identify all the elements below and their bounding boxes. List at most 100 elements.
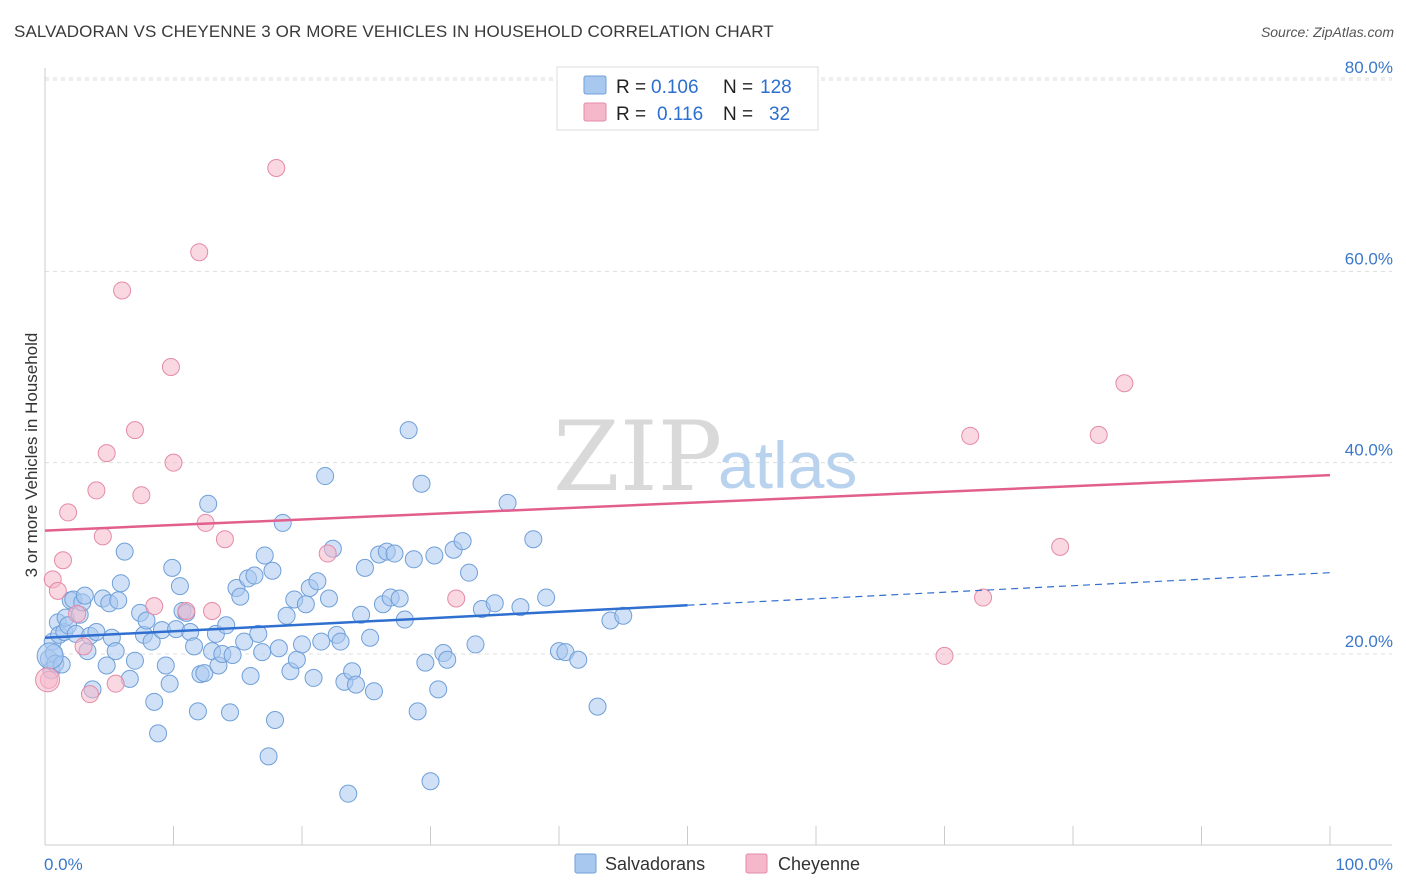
salvadoran-trend-line	[44, 603, 688, 639]
salvadoran-stat-swatch	[583, 75, 607, 95]
cheyenne-r-value: 0.116	[657, 104, 703, 125]
cheyenne-point	[68, 604, 87, 623]
salvadoran-point	[425, 546, 444, 565]
cheyenne-point	[203, 601, 222, 620]
cheyenne-point	[164, 453, 183, 472]
salvadoran-point	[498, 493, 517, 512]
legend-swatch-salvadorans[interactable]	[574, 853, 597, 874]
cheyenne-point	[961, 426, 980, 445]
salvadoran-point	[312, 632, 331, 651]
salvadoran-point	[231, 587, 250, 606]
salvadoran-r-value: 0.106	[651, 77, 699, 98]
salvadoran-point	[588, 697, 607, 716]
cheyenne-point	[132, 486, 151, 505]
salvadoran-point	[259, 747, 278, 766]
salvadoran-point	[249, 624, 268, 643]
salvadoran-point	[195, 664, 214, 683]
salvadoran-point	[537, 588, 556, 607]
cheyenne-point	[935, 646, 954, 665]
salvadoran-point	[287, 650, 306, 669]
salvadoran-point	[308, 572, 327, 591]
salvadoran-point	[361, 628, 380, 647]
salvadoran-point	[438, 650, 457, 669]
salvadoran-point	[460, 563, 479, 582]
y-tick-label-0: 20.0%	[1345, 632, 1393, 651]
cheyenne-point	[318, 544, 337, 563]
legend-label-cheyenne[interactable]: Cheyenne	[778, 854, 860, 874]
salvadoran-point	[408, 702, 427, 721]
salvadoran-point	[245, 566, 264, 585]
salvadoran-point	[296, 595, 315, 614]
cheyenne-point	[74, 637, 93, 656]
salvadoran-point	[355, 558, 374, 577]
legend-swatch-cheyenne[interactable]	[745, 853, 768, 874]
salvadoran-point	[524, 530, 543, 549]
trend-layer	[44, 473, 1331, 639]
salvadoran-point	[331, 632, 350, 651]
salvadoran-point	[115, 542, 134, 561]
cheyenne-point	[177, 601, 196, 620]
salvadoran-point	[316, 467, 335, 486]
salvadoran-point	[217, 616, 236, 635]
salvadoran-point	[221, 703, 240, 722]
salvadoran-point	[416, 653, 435, 672]
stats-box: R = 0.106 N = 128 R = 0.116 N = 32	[556, 66, 819, 131]
source-credit: Source: ZipAtlas.com	[1260, 24, 1394, 40]
cheyenne-point	[48, 581, 67, 600]
salvadoran-n-value: 128	[760, 77, 792, 98]
salvadoran-point	[163, 558, 182, 577]
cheyenne-point	[1051, 537, 1070, 556]
salvadoran-point	[319, 589, 338, 608]
grid-layer	[45, 77, 1392, 655]
salvadoran-point	[145, 692, 164, 711]
chart-title: SALVADORAN VS CHEYENNE 3 OR MORE VEHICLE…	[14, 22, 774, 41]
salvadoran-point	[412, 474, 431, 493]
salvadoran-point	[404, 550, 423, 569]
cheyenne-point	[215, 530, 234, 549]
cheyenne-point	[1089, 425, 1108, 444]
salvadoran-point	[75, 586, 94, 605]
salvadoran-point	[339, 784, 358, 803]
cheyenne-point-cluster	[35, 667, 61, 693]
salvadoran-point	[511, 598, 530, 617]
salvadoran-point	[156, 656, 175, 675]
x-tick-label-max: 100.0%	[1335, 855, 1393, 874]
y-tick-label-1: 40.0%	[1345, 441, 1393, 460]
salvadoran-point	[569, 650, 588, 669]
cheyenne-point	[125, 421, 144, 440]
salvadoran-point	[160, 674, 179, 693]
salvadoran-point	[235, 632, 254, 651]
salvadoran-point	[111, 574, 130, 593]
cheyenne-point	[97, 444, 116, 463]
cheyenne-point	[59, 503, 78, 522]
y-tick-label-2: 60.0%	[1345, 249, 1393, 268]
cheyenne-point	[161, 358, 180, 376]
salvadoran-point	[137, 611, 156, 630]
watermark-atlas: atlas	[718, 428, 857, 502]
salvadoran-r-label: R =	[616, 77, 646, 98]
salvadoran-point	[263, 561, 282, 580]
y-tick-label-3: 80.0%	[1345, 58, 1393, 77]
salvadoran-n-label: N =	[723, 77, 753, 98]
salvadoran-point	[485, 594, 504, 613]
salvadoran-point	[293, 635, 311, 654]
y-axis-label: 3 or more Vehicles in Household	[22, 333, 41, 578]
salvadoran-point	[273, 513, 292, 532]
salvadoran-point	[109, 591, 128, 610]
salvadoran-point	[266, 711, 285, 730]
salvadoran-point	[199, 494, 218, 513]
cheyenne-point	[106, 674, 125, 693]
cheyenne-point	[974, 588, 993, 607]
salvadoran-point	[87, 622, 106, 641]
legend: Salvadorans Cheyenne	[574, 853, 860, 874]
x-tick-label-min: 0.0%	[44, 855, 83, 874]
salvadoran-point	[421, 772, 440, 791]
salvadoran-point	[385, 544, 404, 563]
cheyenne-stat-swatch	[583, 102, 607, 122]
salvadoran-point	[269, 639, 288, 658]
cheyenne-point	[87, 481, 106, 500]
salvadoran-point	[255, 546, 274, 565]
legend-label-salvadorans[interactable]: Salvadorans	[605, 854, 705, 874]
salvadoran-point	[429, 680, 448, 699]
